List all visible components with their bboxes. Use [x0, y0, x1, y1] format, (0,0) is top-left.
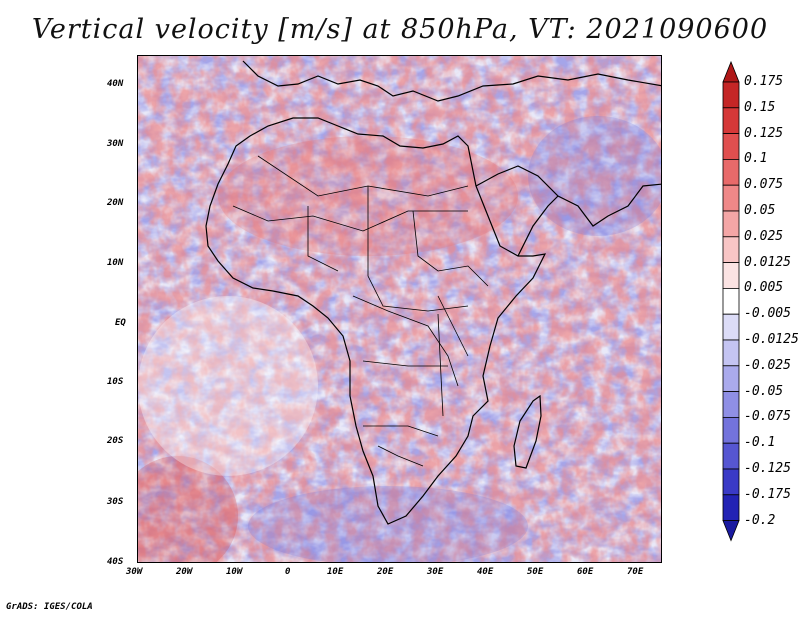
- colorbar-swatch: [722, 287, 740, 315]
- lat-label: 20S: [107, 436, 124, 446]
- grads-credit: GrADS: IGES/COLA: [6, 602, 93, 612]
- colorbar-swatch: [722, 442, 740, 470]
- colorbar-label: 0.005: [744, 280, 784, 296]
- colorbar-swatch: [722, 107, 740, 134]
- coastlines: [205, 60, 661, 525]
- lat-label: 20N: [107, 198, 124, 208]
- lon-label: 20E: [377, 567, 394, 577]
- colorbar-label: -0.125: [744, 461, 791, 476]
- lat-label: EQ: [115, 318, 126, 328]
- colorbar-swatch: [722, 262, 740, 289]
- colorbar-swatch: [722, 81, 740, 109]
- colorbar-arrow-bottom: [722, 520, 740, 542]
- lon-label: 50E: [527, 567, 544, 577]
- country-borders: [232, 155, 489, 467]
- map-panel: [137, 55, 662, 563]
- lat-label: 40S: [107, 557, 124, 567]
- colorbar-swatch: [722, 210, 740, 238]
- colorbar-label: -0.2: [744, 512, 776, 528]
- colorbar-swatch: [722, 133, 740, 160]
- colorbar-swatch: [722, 159, 740, 186]
- lat-label: 30N: [107, 139, 124, 149]
- colorbar-label: -0.025: [744, 357, 791, 373]
- lon-label: 60E: [577, 567, 594, 577]
- lat-label: 10S: [107, 377, 124, 387]
- colorbar-swatch: [722, 339, 740, 367]
- lon-label: 40E: [477, 567, 494, 577]
- colorbar-label: 0.15: [744, 99, 776, 115]
- colorbar-swatch: [722, 416, 740, 444]
- lon-label: 20W: [176, 567, 193, 577]
- colorbar-label: -0.175: [744, 486, 791, 502]
- colorbar-label: -0.075: [744, 409, 791, 425]
- colorbar-swatch: [722, 313, 740, 341]
- colorbar-arrow-top: [722, 60, 740, 83]
- colorbar-label: -0.005: [744, 306, 791, 322]
- vertical-velocity-field: [138, 56, 661, 562]
- colorbar-label: 0.025: [744, 228, 784, 244]
- colorbar-label: 0.125: [744, 125, 784, 141]
- colorbar-swatch: [722, 365, 740, 392]
- colorbar-swatch: [722, 391, 740, 418]
- colorbar: [722, 60, 740, 542]
- lon-label: 10W: [226, 567, 243, 577]
- colorbar-label: -0.05: [744, 383, 784, 399]
- colorbar-label: 0.0125: [744, 254, 791, 270]
- lon-label: 30W: [126, 567, 143, 577]
- colorbar-swatch: [722, 494, 740, 521]
- lon-label: 30E: [427, 567, 444, 577]
- lat-label: 10N: [107, 258, 124, 268]
- lat-label: 30S: [107, 497, 124, 507]
- lon-label: 70E: [627, 567, 644, 577]
- colorbar-swatch: [722, 468, 740, 496]
- colorbar-label: 0.05: [744, 203, 776, 218]
- colorbar-label: 0.175: [744, 74, 784, 89]
- colorbar-label: -0.1: [744, 435, 776, 451]
- chart-title: Vertical velocity [m/s] at 850hPa, VT: 2…: [31, 14, 769, 45]
- colorbar-label: 0.075: [744, 177, 784, 193]
- colorbar-label: 0.1: [744, 151, 768, 167]
- lon-label: 0: [285, 567, 291, 577]
- lat-label: 40N: [107, 79, 124, 89]
- colorbar-swatch: [722, 236, 740, 264]
- colorbar-swatch: [722, 184, 740, 212]
- colorbar-label: -0.0125: [744, 332, 799, 347]
- lon-label: 10E: [327, 567, 344, 577]
